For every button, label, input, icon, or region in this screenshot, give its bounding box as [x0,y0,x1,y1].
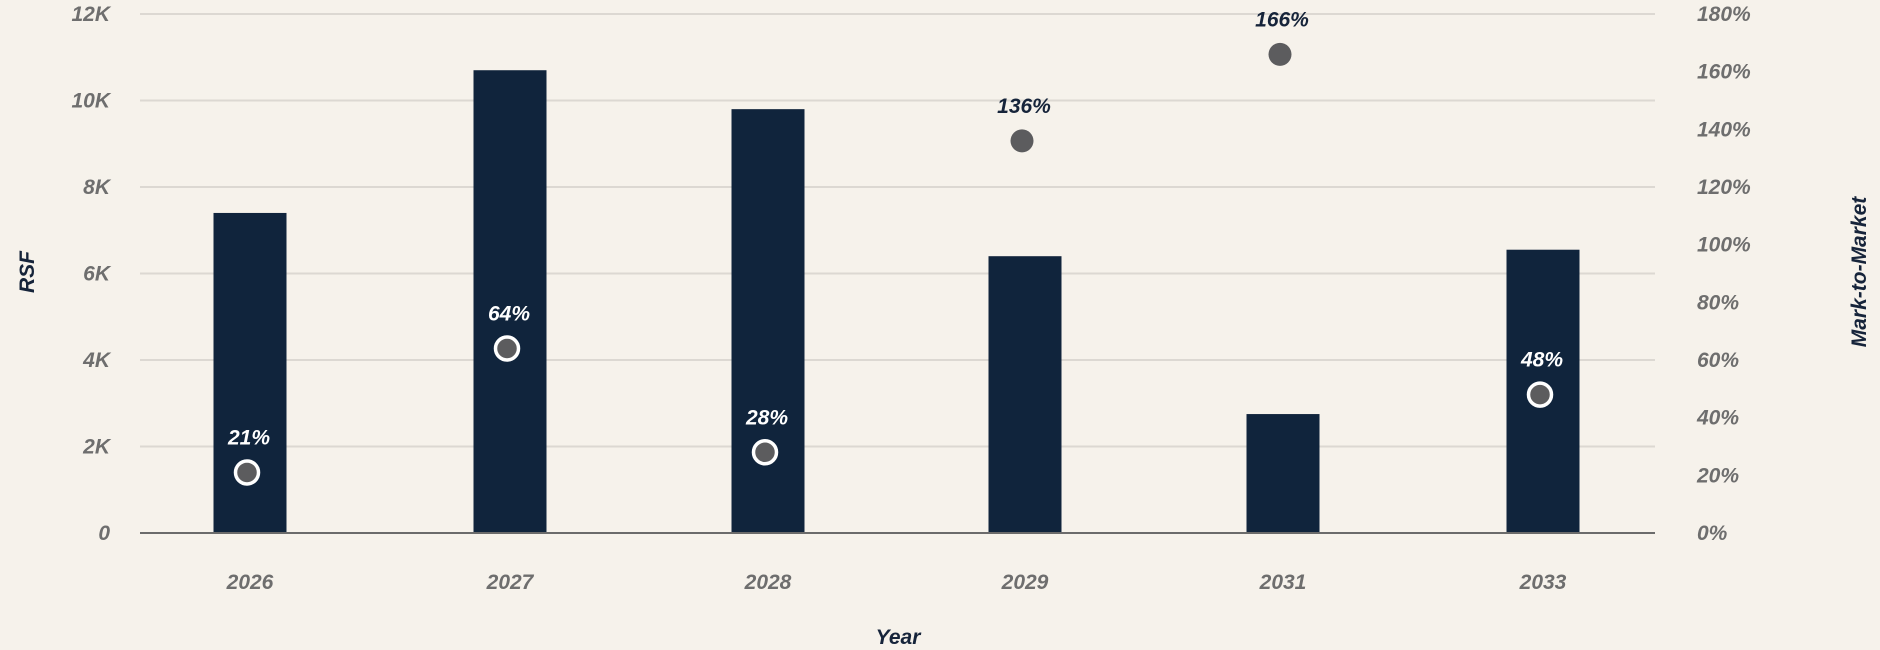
bar [731,109,805,534]
x-tick-label: 2026 [226,571,274,594]
marker-point [1268,42,1292,66]
data-label: 64% [488,302,530,325]
marker-series: 21% 64% 28% 136% 166% 48% [227,8,1563,486]
y2-axis-title: Mark-to-Market [1848,196,1871,348]
y2-tick-label: 60% [1697,349,1739,372]
y2-tick-label: 180% [1697,3,1751,26]
marker-point [233,459,261,486]
y-tick-label: 2K [82,436,112,459]
y-tick-label: 6K [83,263,112,286]
marker-point [1010,129,1034,153]
data-label: 166% [1255,8,1309,31]
bar [988,256,1062,533]
x-tick-label: 2027 [486,571,535,594]
y2-tick-label: 80% [1697,291,1739,314]
y2-tick-label: 40% [1696,407,1739,430]
marker-point [1526,381,1554,408]
right-axis-ticks: 0% 20% 40% 60% 80% 100% 120% 140% 160% 180% [1696,3,1751,545]
y-tick-label: 8K [83,176,112,199]
y-tick-label: 12K [71,3,111,26]
y-axis-title: RSF [16,250,39,293]
data-label: 136% [997,95,1051,118]
marker-point [751,439,779,466]
y2-tick-label: 160% [1697,61,1751,84]
x-axis-title: Year [876,626,923,649]
data-label: 48% [1520,349,1563,372]
gridlines [140,13,1655,448]
x-tick-label: 2033 [1519,571,1567,594]
y2-tick-label: 140% [1697,118,1751,141]
y2-tick-label: 20% [1696,464,1739,487]
y-tick-label: 10K [71,90,111,113]
y2-tick-label: 0% [1697,522,1728,545]
x-tick-label: 2031 [1259,571,1307,594]
bar [473,70,547,533]
bar-series [213,70,1580,534]
data-label: 21% [227,426,270,449]
y-tick-label: 4K [82,349,112,372]
y-tick-label: 0 [98,522,110,545]
x-tick-label: 2028 [744,571,792,594]
bar [1246,414,1320,533]
x-tick-label: 2029 [1001,571,1049,594]
y2-tick-label: 100% [1697,234,1751,257]
y2-tick-label: 120% [1697,176,1751,199]
data-label: 28% [745,406,788,429]
x-axis-ticks: 2026 2027 2028 2029 2031 2033 [226,571,1567,594]
left-axis-ticks: 0 2K 4K 6K 8K 10K 12K [71,3,111,545]
marker-point [493,335,521,362]
